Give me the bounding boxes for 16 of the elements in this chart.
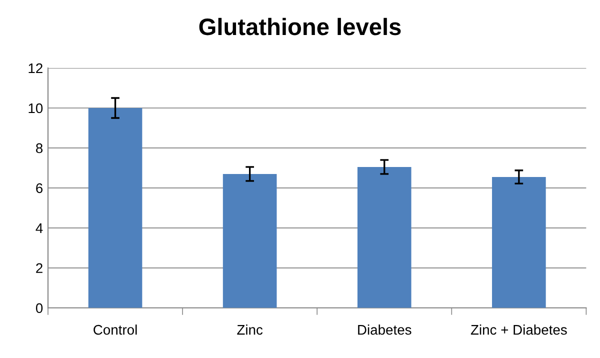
y-tick-label: 0 (36, 303, 43, 314)
y-tick-label: 8 (36, 143, 43, 154)
y-tick-label: 4 (36, 223, 43, 233)
y-tick-label: 12 (28, 63, 42, 74)
x-tick-label: Control (94, 324, 137, 335)
bar (88, 108, 142, 308)
y-tick-label: 10 (28, 103, 43, 114)
chart-title: Glutathione levels (199, 18, 401, 36)
x-tick-label: Diabetes (358, 324, 412, 335)
bar (492, 176, 546, 308)
x-tick-label: Zinc + Diabetes (470, 324, 567, 335)
bar (357, 166, 412, 308)
y-tick-label: 2 (36, 263, 42, 273)
bar (222, 174, 277, 308)
x-tick-label: Zinc (237, 324, 263, 335)
y-tick-label: 6 (36, 183, 43, 194)
